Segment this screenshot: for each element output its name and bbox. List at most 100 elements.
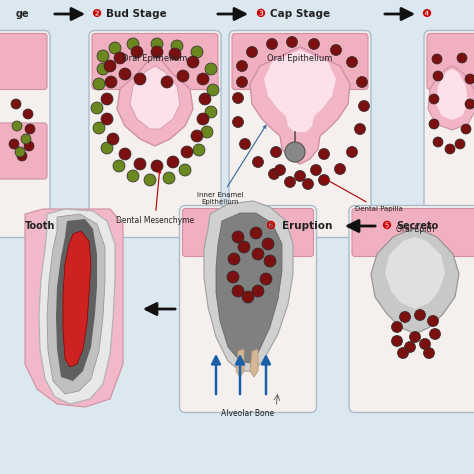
Circle shape — [17, 151, 27, 161]
Circle shape — [285, 142, 305, 162]
FancyBboxPatch shape — [0, 123, 47, 179]
Circle shape — [11, 99, 21, 109]
Circle shape — [271, 146, 282, 157]
Circle shape — [233, 117, 244, 128]
Text: Tooth: Tooth — [25, 221, 55, 231]
Circle shape — [134, 158, 146, 170]
Polygon shape — [250, 47, 350, 164]
Circle shape — [274, 164, 285, 175]
Circle shape — [134, 73, 146, 85]
Circle shape — [127, 170, 139, 182]
FancyBboxPatch shape — [349, 206, 474, 412]
Circle shape — [400, 311, 410, 322]
Circle shape — [197, 113, 209, 125]
Circle shape — [9, 139, 19, 149]
Circle shape — [286, 36, 298, 47]
Text: Alveolar Bone: Alveolar Bone — [221, 409, 274, 418]
Circle shape — [429, 94, 439, 104]
Circle shape — [404, 341, 416, 353]
Circle shape — [455, 139, 465, 149]
Text: ❸: ❸ — [255, 9, 265, 19]
Circle shape — [239, 138, 250, 149]
Polygon shape — [117, 56, 193, 146]
Circle shape — [169, 48, 181, 60]
FancyBboxPatch shape — [229, 30, 371, 237]
Circle shape — [131, 46, 143, 58]
Circle shape — [15, 147, 25, 157]
Circle shape — [237, 76, 247, 88]
Polygon shape — [47, 214, 105, 394]
Circle shape — [302, 179, 313, 190]
Circle shape — [25, 124, 35, 134]
Circle shape — [355, 124, 365, 135]
FancyBboxPatch shape — [0, 30, 50, 237]
Circle shape — [358, 100, 370, 111]
Circle shape — [167, 156, 179, 168]
Circle shape — [23, 109, 33, 119]
Circle shape — [310, 164, 321, 175]
Text: Dental Mesenchyme: Dental Mesenchyme — [116, 170, 194, 225]
Circle shape — [252, 285, 264, 297]
Circle shape — [114, 52, 126, 64]
Polygon shape — [216, 213, 282, 363]
Polygon shape — [428, 66, 474, 130]
Circle shape — [207, 84, 219, 96]
Text: ge: ge — [15, 9, 29, 19]
Circle shape — [266, 38, 277, 49]
Circle shape — [238, 241, 250, 253]
Polygon shape — [371, 229, 459, 334]
Circle shape — [24, 141, 34, 151]
FancyBboxPatch shape — [424, 30, 474, 237]
Circle shape — [179, 164, 191, 176]
Circle shape — [181, 146, 193, 158]
Polygon shape — [130, 66, 180, 129]
Circle shape — [232, 285, 244, 297]
Circle shape — [91, 102, 103, 114]
Circle shape — [201, 126, 213, 138]
Circle shape — [268, 168, 280, 180]
Circle shape — [392, 336, 402, 346]
Circle shape — [346, 146, 357, 157]
Circle shape — [398, 347, 409, 358]
Circle shape — [264, 255, 276, 267]
Circle shape — [113, 160, 125, 172]
Polygon shape — [25, 209, 123, 407]
Circle shape — [419, 338, 430, 349]
Circle shape — [445, 144, 455, 154]
Circle shape — [199, 93, 211, 105]
Polygon shape — [56, 219, 97, 381]
Circle shape — [433, 137, 443, 147]
Circle shape — [107, 133, 119, 145]
Circle shape — [205, 63, 217, 75]
Circle shape — [432, 54, 442, 64]
Circle shape — [428, 316, 438, 327]
FancyBboxPatch shape — [92, 34, 218, 90]
Circle shape — [429, 119, 439, 129]
FancyBboxPatch shape — [427, 34, 474, 90]
Polygon shape — [250, 349, 258, 377]
Circle shape — [151, 160, 163, 172]
Circle shape — [97, 50, 109, 62]
FancyBboxPatch shape — [180, 206, 317, 412]
Polygon shape — [204, 201, 293, 371]
Circle shape — [260, 273, 272, 285]
Circle shape — [151, 38, 163, 50]
Circle shape — [237, 61, 247, 72]
Circle shape — [319, 148, 329, 159]
Circle shape — [262, 238, 274, 250]
Circle shape — [101, 142, 113, 154]
Circle shape — [187, 56, 199, 68]
Circle shape — [233, 92, 244, 103]
Circle shape — [151, 46, 163, 58]
Circle shape — [93, 122, 105, 134]
Circle shape — [319, 174, 329, 185]
Circle shape — [119, 68, 131, 80]
Circle shape — [191, 130, 203, 142]
Circle shape — [101, 93, 113, 105]
FancyBboxPatch shape — [232, 34, 368, 90]
Circle shape — [193, 144, 205, 156]
Circle shape — [392, 321, 402, 332]
Text: ❷: ❷ — [91, 9, 101, 19]
Circle shape — [104, 60, 116, 72]
Circle shape — [246, 46, 257, 57]
